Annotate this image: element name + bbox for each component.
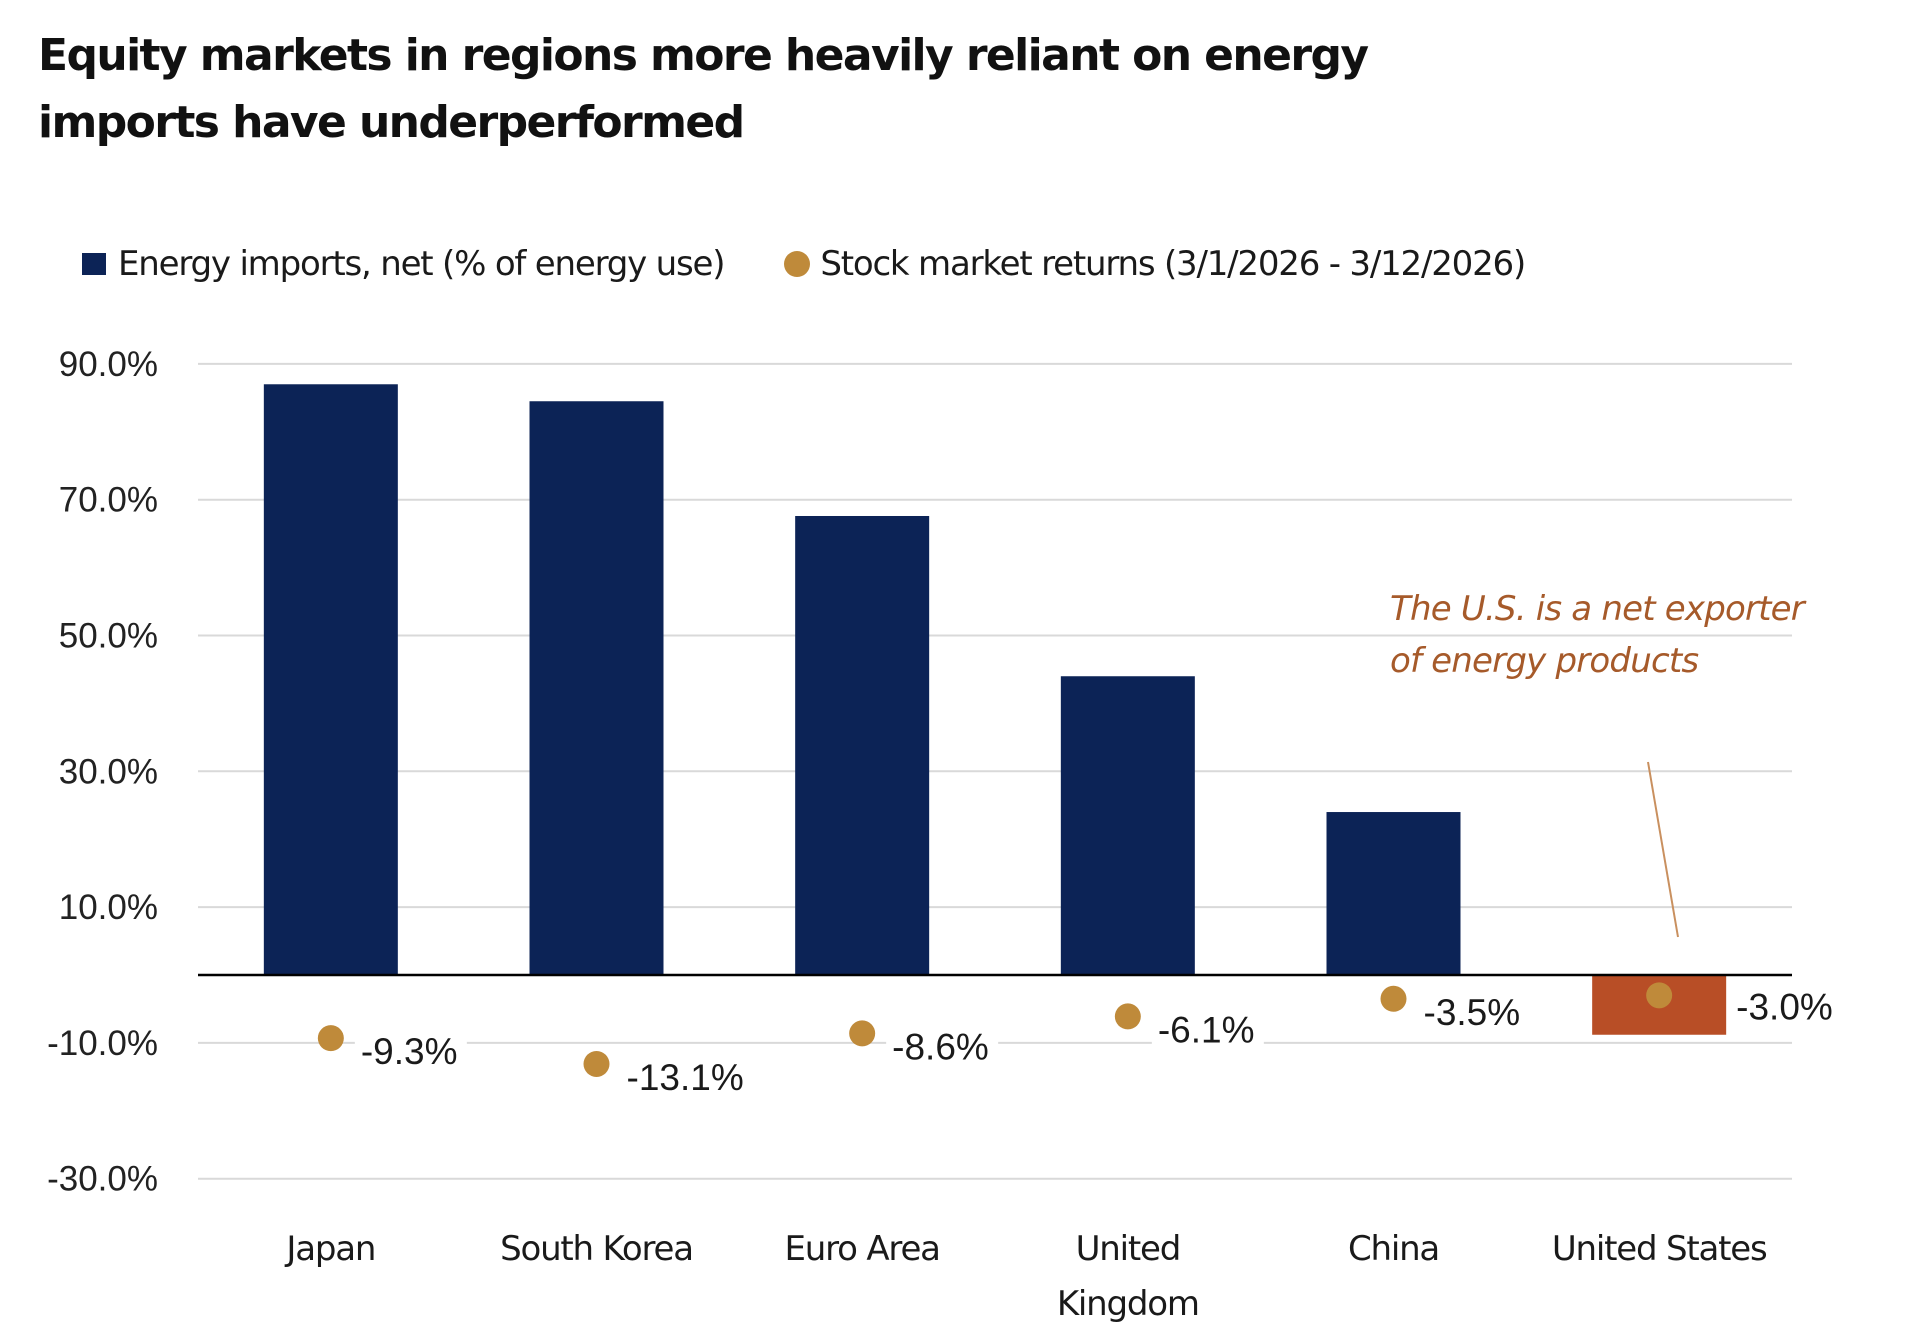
stock-return-label: -13.1%: [627, 1057, 744, 1098]
data-label-background: [886, 1027, 999, 1070]
x-axis-category-labels: Japan South Korea Euro Area United Kingdom Ch…: [284, 1229, 1768, 1324]
legend-label-energy-imports: Energy imports, net (% of energy use): [118, 244, 726, 284]
legend-circle-icon: [784, 251, 811, 277]
stock-return-dot: [583, 1050, 610, 1077]
stock-return-labels: -9.3% -13.1% -8.6% -6.1% -3.5% -3.0%: [354, 986, 1833, 1100]
chart-title-line-2: imports have underperformed: [38, 97, 745, 148]
y-axis-tick-labels: 90.0% 70.0% 50.0% 30.0% 10.0% -10.0% -30.0%: [47, 345, 158, 1199]
y-tick-label: 70.0%: [59, 481, 158, 520]
data-label-background: [1151, 1010, 1264, 1053]
stock-return-dot: [849, 1020, 876, 1047]
bar-euro-area: [795, 515, 930, 975]
bar-united-kingdom: [1060, 676, 1195, 975]
chart-title: Equity markets in regions more heavily r…: [38, 22, 1369, 156]
category-label: United: [1076, 1229, 1181, 1269]
y-tick-label: -30.0%: [47, 1160, 158, 1199]
category-label: United States: [1552, 1229, 1767, 1269]
y-tick-label: 90.0%: [59, 345, 158, 384]
stock-return-label: -6.1%: [1158, 1009, 1255, 1050]
energy-imports-bars: [263, 384, 1727, 1035]
annotation-leader-line: [1647, 761, 1679, 938]
category-label: South Korea: [500, 1229, 693, 1269]
category-label: Japan: [284, 1229, 375, 1269]
data-label-background: [1417, 992, 1530, 1035]
category-label: Kingdom: [1057, 1284, 1199, 1324]
stock-return-label: -3.5%: [1424, 992, 1521, 1033]
legend-square-icon: [82, 253, 106, 275]
bar-japan: [263, 384, 398, 975]
y-tick-label: 30.0%: [59, 752, 158, 791]
stock-return-dot: [317, 1025, 344, 1052]
stock-return-label: -3.0%: [1736, 986, 1833, 1027]
bar-china: [1326, 812, 1461, 975]
bar-south-korea: [529, 401, 664, 975]
annotation-group: The U.S. is a net exporter of energy pro…: [1390, 589, 1808, 938]
stock-return-dot: [1646, 982, 1673, 1009]
legend: Energy imports, net (% of energy use) St…: [82, 244, 1526, 284]
data-label-background: [354, 1032, 467, 1075]
annotation-text-line-1: The U.S. is a net exporter: [1390, 589, 1807, 629]
y-tick-label: 10.0%: [59, 888, 158, 927]
category-label: China: [1348, 1229, 1439, 1269]
y-tick-label: 50.0%: [59, 617, 158, 656]
stock-return-dot: [1380, 985, 1407, 1012]
annotation-text-line-2: of energy products: [1390, 641, 1698, 681]
stock-return-label: -9.3%: [361, 1031, 458, 1072]
y-tick-label: -10.0%: [47, 1024, 158, 1063]
stock-return-dot: [1114, 1003, 1141, 1030]
legend-label-stock-returns: Stock market returns (3/1/2026 - 3/12/20…: [820, 244, 1526, 284]
data-label-background: [620, 1057, 753, 1100]
stock-return-label: -8.6%: [892, 1026, 989, 1067]
chart-title-line-1: Equity markets in regions more heavily r…: [38, 30, 1369, 81]
stock-return-dots: [317, 982, 1673, 1077]
category-label: Euro Area: [785, 1229, 940, 1269]
legend-item-energy-imports: Energy imports, net (% of energy use): [82, 244, 726, 284]
legend-item-stock-returns: Stock market returns (3/1/2026 - 3/12/20…: [784, 244, 1526, 284]
